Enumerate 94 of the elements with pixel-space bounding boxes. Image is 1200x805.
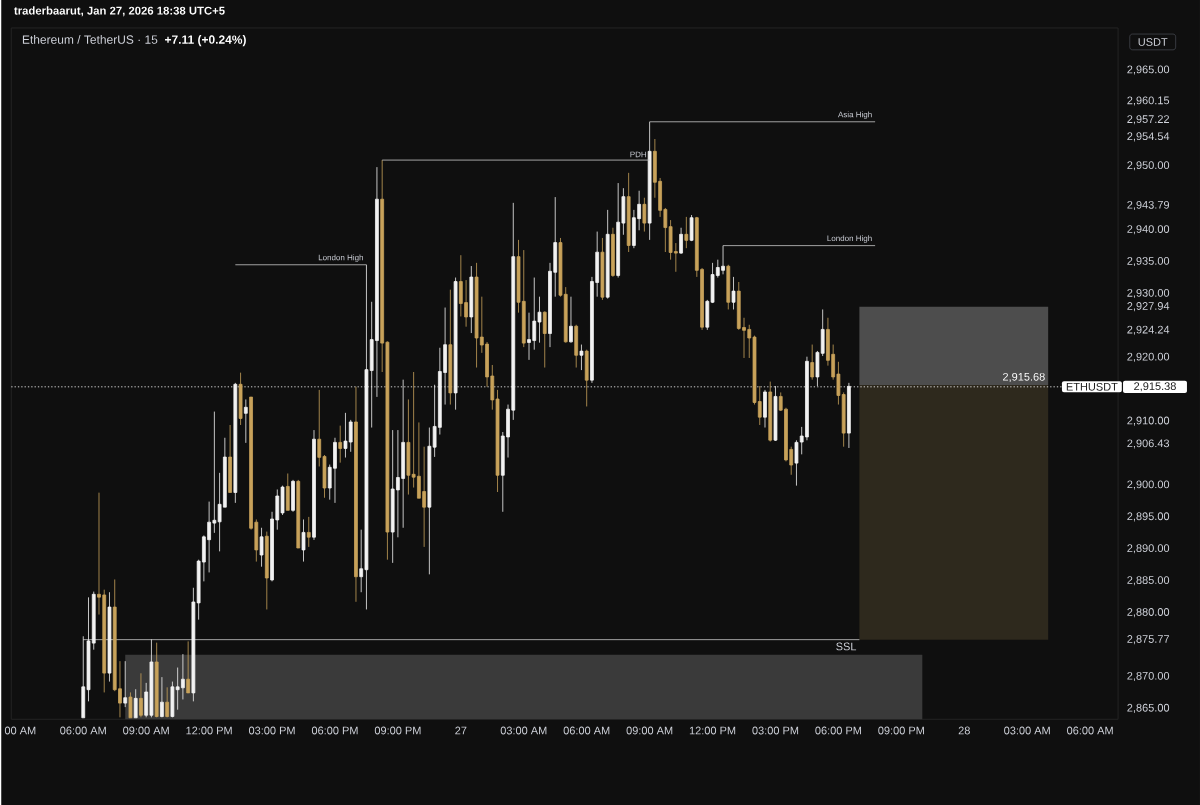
candlestick bbox=[689, 214, 694, 242]
candlestick bbox=[243, 398, 248, 444]
candlestick bbox=[107, 591, 112, 682]
candlestick bbox=[291, 479, 295, 513]
y-tick-label: 2,920.00 bbox=[1127, 352, 1170, 362]
candlestick bbox=[312, 429, 316, 541]
y-tick-label: 2,943.79 bbox=[1127, 200, 1170, 210]
x-tick-label: 03:00 AM bbox=[1004, 726, 1050, 735]
candlestick bbox=[128, 691, 133, 719]
candlestick bbox=[285, 473, 290, 511]
candlestick bbox=[726, 264, 731, 310]
candlestick bbox=[133, 688, 138, 719]
text: USDT bbox=[1138, 37, 1168, 46]
candlestick bbox=[448, 289, 453, 405]
candlestick bbox=[773, 385, 778, 442]
candlestick bbox=[354, 386, 358, 603]
x-tick-label: 27 bbox=[455, 726, 467, 735]
candlestick bbox=[569, 296, 573, 343]
candlestick bbox=[186, 640, 191, 694]
annotation: ETHUSDT bbox=[1066, 382, 1118, 391]
x-tick-label: 00 AM bbox=[4, 726, 36, 735]
y-tick-label: 2,957.22 bbox=[1127, 115, 1170, 125]
candlestick bbox=[584, 349, 589, 407]
x-tick-label: 09:00 PM bbox=[878, 726, 924, 735]
candlestick bbox=[228, 424, 232, 493]
x-tick-label: 09:00 AM bbox=[626, 726, 673, 735]
candlestick bbox=[626, 172, 631, 253]
candlestick bbox=[579, 344, 584, 371]
candlestick bbox=[259, 527, 264, 568]
candlestick bbox=[264, 531, 269, 610]
chart-title: Ethereum / TetherUS · 15 bbox=[22, 34, 158, 44]
y-tick-label: 2,880.00 bbox=[1127, 608, 1170, 618]
candlestick bbox=[338, 425, 343, 463]
candlestick bbox=[306, 516, 311, 548]
candlestick bbox=[647, 121, 652, 241]
y-tick-label: 2,870.00 bbox=[1127, 671, 1170, 681]
y-tick-label: 2,906.43 bbox=[1127, 439, 1170, 449]
x-tick-label: 03:00 PM bbox=[248, 726, 295, 735]
x-tick-label: 06:00 AM bbox=[1067, 726, 1113, 735]
y-tick-label: 2,930.00 bbox=[1127, 288, 1170, 298]
x-tick-label: 09:00 PM bbox=[374, 726, 421, 735]
candlestick bbox=[605, 209, 610, 299]
y-tick-label: 2,954.54 bbox=[1127, 132, 1170, 142]
candlestick bbox=[768, 381, 773, 442]
x-tick-label: 28 bbox=[958, 726, 970, 735]
ref-line-label: 2,915.38 bbox=[1134, 382, 1176, 392]
candlestick bbox=[542, 310, 547, 368]
ref-line-label: SSL bbox=[836, 642, 857, 651]
x-tick-label: 06:00 PM bbox=[815, 726, 862, 735]
x-tick-label: 09:00 AM bbox=[123, 726, 169, 735]
candlestick bbox=[684, 216, 689, 249]
candlestick bbox=[123, 660, 128, 708]
candlestick bbox=[731, 276, 736, 310]
y-tick-label: 2,940.00 bbox=[1127, 225, 1170, 235]
y-tick-label: 2,935.00 bbox=[1127, 256, 1170, 267]
x-tick-label: 03:00 PM bbox=[752, 726, 799, 735]
y-tick-label: 2,950.00 bbox=[1127, 161, 1170, 171]
text: traderbaarut, Jan 27, 2026 18:38 UTC+5 bbox=[14, 6, 225, 17]
candlestick bbox=[165, 686, 170, 718]
y-tick-label: 2,965.00 bbox=[1127, 65, 1170, 75]
y-tick-label: 2,865.00 bbox=[1127, 703, 1170, 713]
x-tick-label: 06:00 AM bbox=[60, 726, 106, 735]
x-tick-label: 06:00 PM bbox=[311, 726, 358, 735]
y-tick-label: 2,910.00 bbox=[1127, 416, 1170, 426]
candlestick bbox=[233, 382, 238, 504]
candlestick bbox=[642, 197, 647, 232]
y-tick-label: 2,900.00 bbox=[1127, 480, 1170, 490]
y-tick-label: 2,875.77 bbox=[1127, 635, 1170, 645]
band-label: 2,915.68 bbox=[1003, 372, 1045, 382]
candlestick bbox=[301, 518, 306, 562]
candlestick bbox=[453, 277, 458, 410]
candlestick bbox=[679, 227, 683, 255]
candlestick bbox=[160, 676, 164, 718]
candlestick bbox=[296, 479, 301, 549]
y-tick-label: 2,895.00 bbox=[1127, 512, 1170, 522]
y-tick-label: 2,890.00 bbox=[1127, 544, 1170, 554]
x-tick-label: 12:00 PM bbox=[689, 726, 736, 735]
candlestick bbox=[847, 382, 851, 449]
candlestick bbox=[574, 324, 579, 368]
candlestick bbox=[154, 642, 159, 718]
y-tick-label: 2,960.15 bbox=[1127, 96, 1170, 106]
x-tick-label: 06:00 AM bbox=[563, 726, 610, 735]
y-tick-label: 2,924.24 bbox=[1127, 325, 1170, 335]
candlestick bbox=[600, 237, 605, 301]
candlestick bbox=[611, 227, 615, 278]
x-tick-label: 03:00 AM bbox=[500, 726, 547, 735]
candlestick bbox=[469, 265, 474, 334]
candlestick bbox=[238, 372, 243, 426]
candlestick bbox=[810, 344, 815, 380]
x-tick-label: 12:00 PM bbox=[186, 726, 232, 735]
y-tick-label: 2,885.00 bbox=[1127, 576, 1170, 586]
y-tick-label: 2,927.94 bbox=[1127, 302, 1170, 312]
text: +7.11 (+0.24%) bbox=[165, 34, 246, 47]
candlestick bbox=[763, 389, 767, 428]
